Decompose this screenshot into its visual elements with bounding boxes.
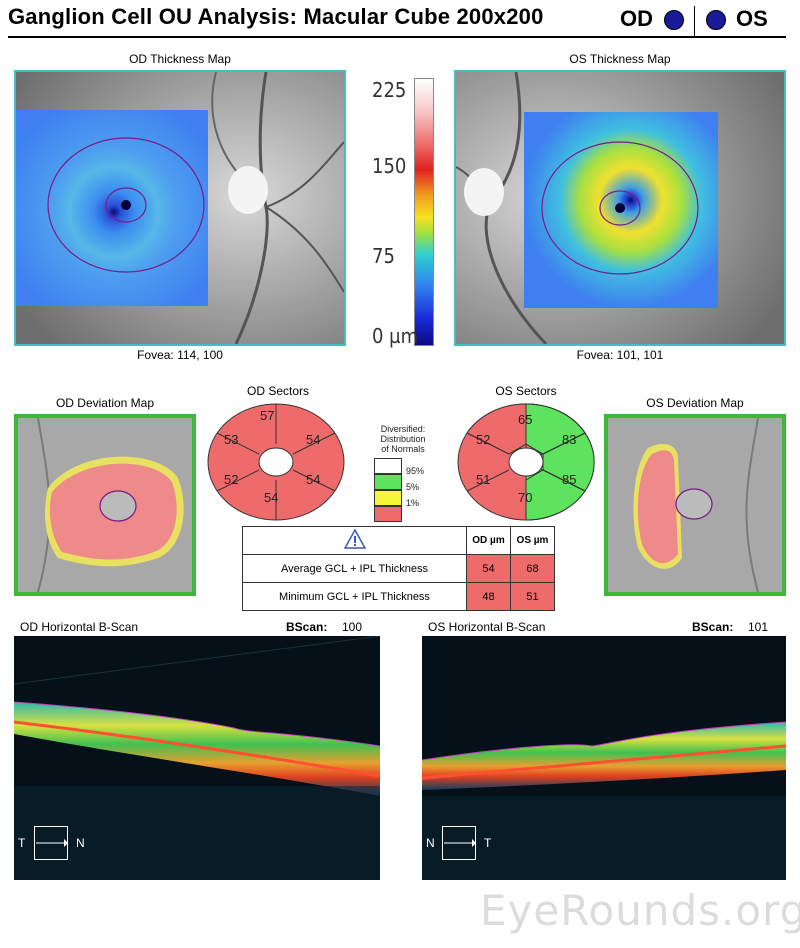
od-sector-inferior: 54 — [264, 490, 279, 505]
os-sectors-title: OS Sectors — [495, 384, 557, 398]
os-thickness-map-title: OS Thickness Map — [569, 52, 671, 66]
od-thickness-map-title: OD Thickness Map — [129, 52, 231, 66]
scale-tick-150: 150 — [372, 154, 407, 178]
legend-swatch-5 — [374, 474, 402, 490]
col-header-os: OS µm — [510, 526, 555, 555]
os-compass-arrow-icon — [444, 839, 476, 847]
od-compass-arrow-icon — [36, 839, 68, 847]
thickness-color-scale — [414, 78, 434, 346]
od-sector-superonasal: 54 — [306, 432, 321, 447]
scale-tick-225: 225 — [372, 78, 407, 102]
warning-icon-cell — [242, 526, 467, 555]
od-compass-left: T — [18, 836, 26, 850]
os-sector-inferotemporal: 85 — [562, 472, 577, 487]
os-sectors-chart — [457, 403, 595, 521]
os-sector-inferior: 70 — [518, 490, 533, 505]
legend-label-1: 1% — [406, 498, 420, 508]
legend-title-line-2: Distribution — [380, 434, 426, 444]
os-bscan-layers — [422, 636, 786, 880]
od-sectors-title: OD Sectors — [246, 384, 309, 398]
od-deviation-map-title: OD Deviation Map — [55, 396, 155, 410]
row-label-average: Average GCL + IPL Thickness — [242, 554, 467, 583]
legend-title-line-1: Diversified: — [380, 424, 426, 434]
scale-tick-0: 0 µm — [372, 324, 419, 348]
od-deviation-map — [14, 414, 196, 596]
od-thickness-map — [14, 70, 346, 346]
summary-table: OD µm OS µm Average GCL + IPL Thickness … — [242, 526, 555, 611]
os-bscan-title: OS Horizontal B-Scan — [428, 620, 546, 634]
os-sector-superonasal: 52 — [476, 432, 491, 447]
os-fovea-label: Fovea: 101, 101 — [576, 348, 664, 362]
os-compass-right: T — [484, 836, 492, 850]
od-thickness-map-image — [16, 71, 345, 345]
od-average-value: 54 — [466, 554, 511, 583]
od-bscan-index: 100 — [342, 620, 363, 634]
watermark-logo: EyeRounds.org — [480, 886, 800, 935]
legend-title-line-3: of Normals — [381, 444, 425, 454]
od-bscan-image — [14, 636, 380, 880]
os-deviation-map-title: OS Deviation Map — [646, 396, 744, 410]
legend-title: Diversified: Distribution of Normals — [368, 424, 438, 454]
od-sector-superior: 57 — [260, 408, 275, 423]
col-header-od: OD µm — [466, 526, 511, 555]
os-thickness-map-image — [455, 71, 784, 346]
os-deviation-map — [604, 414, 786, 596]
warning-icon — [343, 528, 366, 549]
os-eye-dot-icon — [706, 10, 726, 30]
os-sector-inferonasal: 51 — [476, 472, 491, 487]
os-bscan-index: 101 — [748, 620, 769, 634]
od-sector-inferotemporal: 52 — [224, 472, 239, 487]
header-rule — [8, 36, 786, 38]
legend-swatch-95 — [374, 458, 402, 474]
os-sector-superior: 65 — [518, 412, 533, 427]
od-bscan-layers — [14, 636, 380, 880]
od-eye-dot-icon — [664, 10, 684, 30]
od-fovea-label: Fovea: 114, 100 — [137, 348, 223, 362]
od-sector-inferonasal: 54 — [306, 472, 321, 487]
table-row: Minimum GCL + IPL Thickness 48 51 — [242, 582, 555, 611]
os-thickness-map — [454, 70, 786, 346]
legend-label-95: 95% — [406, 466, 425, 476]
od-deviation-map-image — [18, 417, 192, 593]
legend-swatch-below-1 — [374, 506, 402, 522]
os-compass-left: N — [426, 836, 435, 850]
page-title: Ganglion Cell OU Analysis: Macular Cube … — [8, 4, 544, 29]
od-bscan-title: OD Horizontal B-Scan — [20, 620, 139, 634]
od-compass-right: N — [76, 836, 85, 850]
od-bscan-label: BScan: — [286, 620, 328, 634]
eye-separator — [694, 6, 695, 36]
row-label-minimum: Minimum GCL + IPL Thickness — [242, 582, 467, 611]
os-bscan-image — [422, 636, 786, 880]
os-average-value: 68 — [510, 554, 555, 583]
table-row: Average GCL + IPL Thickness 54 68 — [242, 554, 555, 583]
od-minimum-value: 48 — [466, 582, 511, 611]
os-deviation-map-image — [608, 417, 782, 593]
scale-tick-75: 75 — [372, 244, 395, 268]
od-eye-label: OD — [620, 6, 653, 31]
od-sectors-chart — [207, 403, 345, 521]
os-bscan-label: BScan: — [692, 620, 734, 634]
legend-label-5: 5% — [406, 482, 420, 492]
os-minimum-value: 51 — [510, 582, 555, 611]
legend-swatch-1 — [374, 490, 402, 506]
od-sector-superotemporal: 53 — [224, 432, 239, 447]
os-eye-label: OS — [736, 6, 768, 31]
os-sector-superotemporal: 83 — [562, 432, 577, 447]
